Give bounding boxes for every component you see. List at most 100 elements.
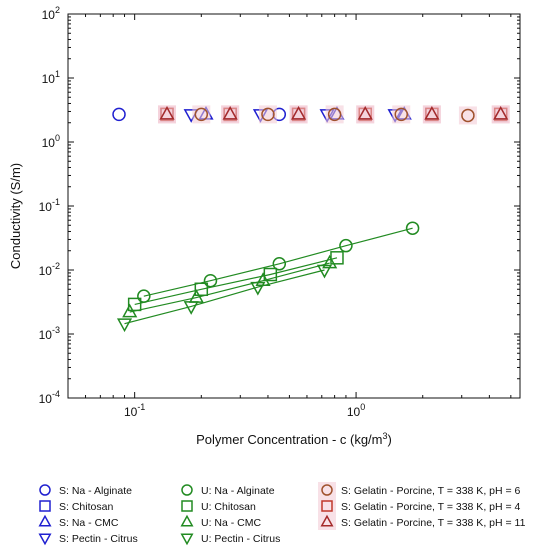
legend-marker-s-na-cmc — [38, 514, 52, 527]
y-tick-label: 10-1 — [39, 197, 60, 214]
legend-marker-s-chitosan — [39, 500, 51, 512]
y-tick-label-base: 10 — [39, 264, 53, 278]
data-point-s-gelatin-porcine-t-338-k-ph-6 — [261, 107, 275, 122]
data-point-u-na-alginate — [203, 273, 218, 288]
data-point-u-na-cmc — [122, 303, 138, 318]
legend-entry-u-na-alginate: U: Na - Alginate — [181, 484, 275, 497]
data-point-s-gelatin-porcine-t-338-k-ph-11 — [159, 105, 175, 120]
series-line-u-chitosan — [134, 257, 338, 305]
y-tick-label-base: 10 — [42, 8, 56, 22]
y-tick-label-base: 10 — [42, 136, 56, 150]
x-tick-label-exponent: 0 — [360, 402, 365, 412]
legend-entry-u-chitosan: U: Chitosan — [181, 500, 256, 513]
plot-area-frame — [67, 13, 521, 399]
data-point-s-gelatin-porcine-t-338-k-ph-6 — [461, 108, 475, 123]
legend-entry-s-na-alginate: S: Na - Alginate — [39, 484, 132, 497]
legend-marker-u-na-cmc — [180, 514, 194, 527]
y-tick-label-exponent: -4 — [52, 389, 60, 399]
series-line-u-na-alginate — [143, 227, 413, 297]
x-tick-label: 100 — [347, 402, 365, 419]
legend-label-s-na-cmc: S: Na - CMC — [59, 517, 119, 529]
legend-marker-s-pectin-citrus — [38, 533, 52, 546]
y-tick-label-base: 10 — [39, 328, 53, 342]
x-tick-label: 10-1 — [124, 402, 145, 419]
x-tick-label-base: 10 — [124, 405, 138, 419]
y-tick-label-base: 10 — [39, 392, 53, 406]
legend-entry-s-gelatin-porcine-t-338-k-ph-4: S: Gelatin - Porcine, T = 338 K, pH = 4 — [318, 498, 521, 514]
legend-label-s-na-alginate: S: Na - Alginate — [59, 485, 132, 497]
y-tick-label: 102 — [42, 5, 60, 22]
y-tick-label: 101 — [42, 69, 60, 86]
data-point-u-na-alginate — [405, 221, 420, 235]
legend-label-s-gelatin-porcine-t-338-k-ph-6: S: Gelatin - Porcine, T = 338 K, pH = 6 — [341, 485, 521, 497]
legend-label-s-chitosan: S: Chitosan — [59, 501, 113, 513]
legend-entry-s-gelatin-porcine-t-338-k-ph-11: S: Gelatin - Porcine, T = 338 K, pH = 11 — [318, 514, 526, 530]
y-tick-label: 10-4 — [39, 389, 60, 406]
legend-label-s-gelatin-porcine-t-338-k-ph-11: S: Gelatin - Porcine, T = 338 K, pH = 11 — [341, 517, 526, 529]
data-point-u-na-alginate — [137, 289, 151, 303]
x-axis-title: Polymer Concentration - c (kg/m3) — [196, 431, 392, 447]
legend-label-u-na-alginate: U: Na - Alginate — [201, 485, 275, 497]
data-point-s-gelatin-porcine-t-338-k-ph-6 — [194, 107, 209, 122]
legend-entry-s-chitosan: S: Chitosan — [39, 500, 113, 513]
y-tick-label-exponent: -1 — [52, 197, 60, 207]
y-tick-label-exponent: 1 — [55, 69, 60, 79]
data-point-u-na-alginate — [272, 257, 287, 271]
y-tick-label-base: 10 — [42, 72, 56, 86]
y-tick-label-base: 10 — [39, 200, 53, 214]
legend-marker-s-gelatin-porcine-t-338-k-ph-11 — [320, 514, 334, 527]
x-tick-label-exponent: -1 — [137, 402, 145, 412]
legend-entry-u-pectin-citrus: U: Pectin - Citrus — [180, 533, 280, 546]
data-point-s-gelatin-porcine-t-338-k-ph-6 — [394, 107, 409, 122]
legend-marker-u-chitosan — [181, 500, 193, 512]
y-axis-title: Conductivity (S/m) — [8, 163, 23, 269]
legend-label-u-na-cmc: U: Na - CMC — [201, 517, 262, 529]
y-tick-label: 10-3 — [39, 325, 60, 342]
y-tick-label: 10-2 — [39, 261, 60, 278]
data-point-u-pectin-citrus — [316, 264, 333, 279]
legend-marker-s-na-alginate — [39, 484, 51, 496]
y-tick-label-exponent: 2 — [55, 5, 60, 15]
legend-label-s-pectin-citrus: S: Pectin - Citrus — [59, 533, 138, 545]
data-point-u-chitosan — [127, 297, 142, 312]
data-point-u-chitosan — [194, 282, 209, 297]
y-tick-label-exponent: 0 — [55, 133, 60, 143]
data-point-u-pectin-citrus — [250, 281, 266, 296]
data-point-u-na-alginate — [339, 238, 353, 253]
data-point-u-chitosan — [263, 267, 278, 282]
data-point-s-gelatin-porcine-t-338-k-ph-11 — [424, 105, 440, 120]
data-point-s-gelatin-porcine-t-338-k-ph-11 — [357, 105, 373, 120]
axis-title-layer: Conductivity (S/m) Polymer Concentration… — [8, 163, 392, 447]
y-tick-label-exponent: -2 — [52, 261, 60, 271]
data-point-u-pectin-citrus — [116, 318, 133, 333]
legend-entry-u-na-cmc: U: Na - CMC — [180, 514, 262, 529]
legend-marker-u-na-alginate — [181, 484, 193, 496]
x-axis-title-superscript: 3 — [383, 431, 388, 441]
series-line-u-pectin-citrus — [124, 269, 325, 325]
legend-entry-s-gelatin-porcine-t-338-k-ph-6: S: Gelatin - Porcine, T = 338 K, pH = 6 — [318, 482, 521, 498]
y-tick-label-exponent: -3 — [52, 325, 60, 335]
legend-marker-s-gelatin-porcine-t-338-k-ph-6 — [321, 484, 333, 496]
data-point-s-gelatin-porcine-t-338-k-ph-11 — [493, 105, 509, 120]
data-point-u-pectin-citrus — [183, 301, 199, 315]
marker-layer — [112, 105, 510, 333]
legend-entry-s-na-cmc: S: Na - CMC — [38, 514, 119, 529]
series-line-layer — [124, 227, 413, 325]
data-point-s-gelatin-porcine-t-338-k-ph-11 — [291, 105, 307, 120]
series-line-u-na-cmc — [129, 262, 330, 313]
y-tick-label: 100 — [42, 133, 60, 150]
x-axis-title-end: ) — [388, 432, 392, 447]
data-point-s-gelatin-porcine-t-338-k-ph-11 — [222, 105, 238, 120]
legend-label-s-gelatin-porcine-t-338-k-ph-4: S: Gelatin - Porcine, T = 338 K, pH = 4 — [341, 501, 521, 513]
x-axis-title-main: Polymer Concentration - c (kg/m — [196, 432, 382, 447]
legend-marker-s-gelatin-porcine-t-338-k-ph-4 — [321, 500, 333, 512]
legend-label-u-pectin-citrus: U: Pectin - Citrus — [201, 533, 280, 545]
legend-marker-u-pectin-citrus — [180, 533, 194, 546]
legend: S: Na - Alginate S: Chitosan S: Na - CMC S:… — [38, 482, 526, 546]
legend-label-u-chitosan: U: Chitosan — [201, 501, 256, 513]
legend-marker-halo — [318, 482, 336, 498]
x-tick-label-base: 10 — [347, 405, 361, 419]
